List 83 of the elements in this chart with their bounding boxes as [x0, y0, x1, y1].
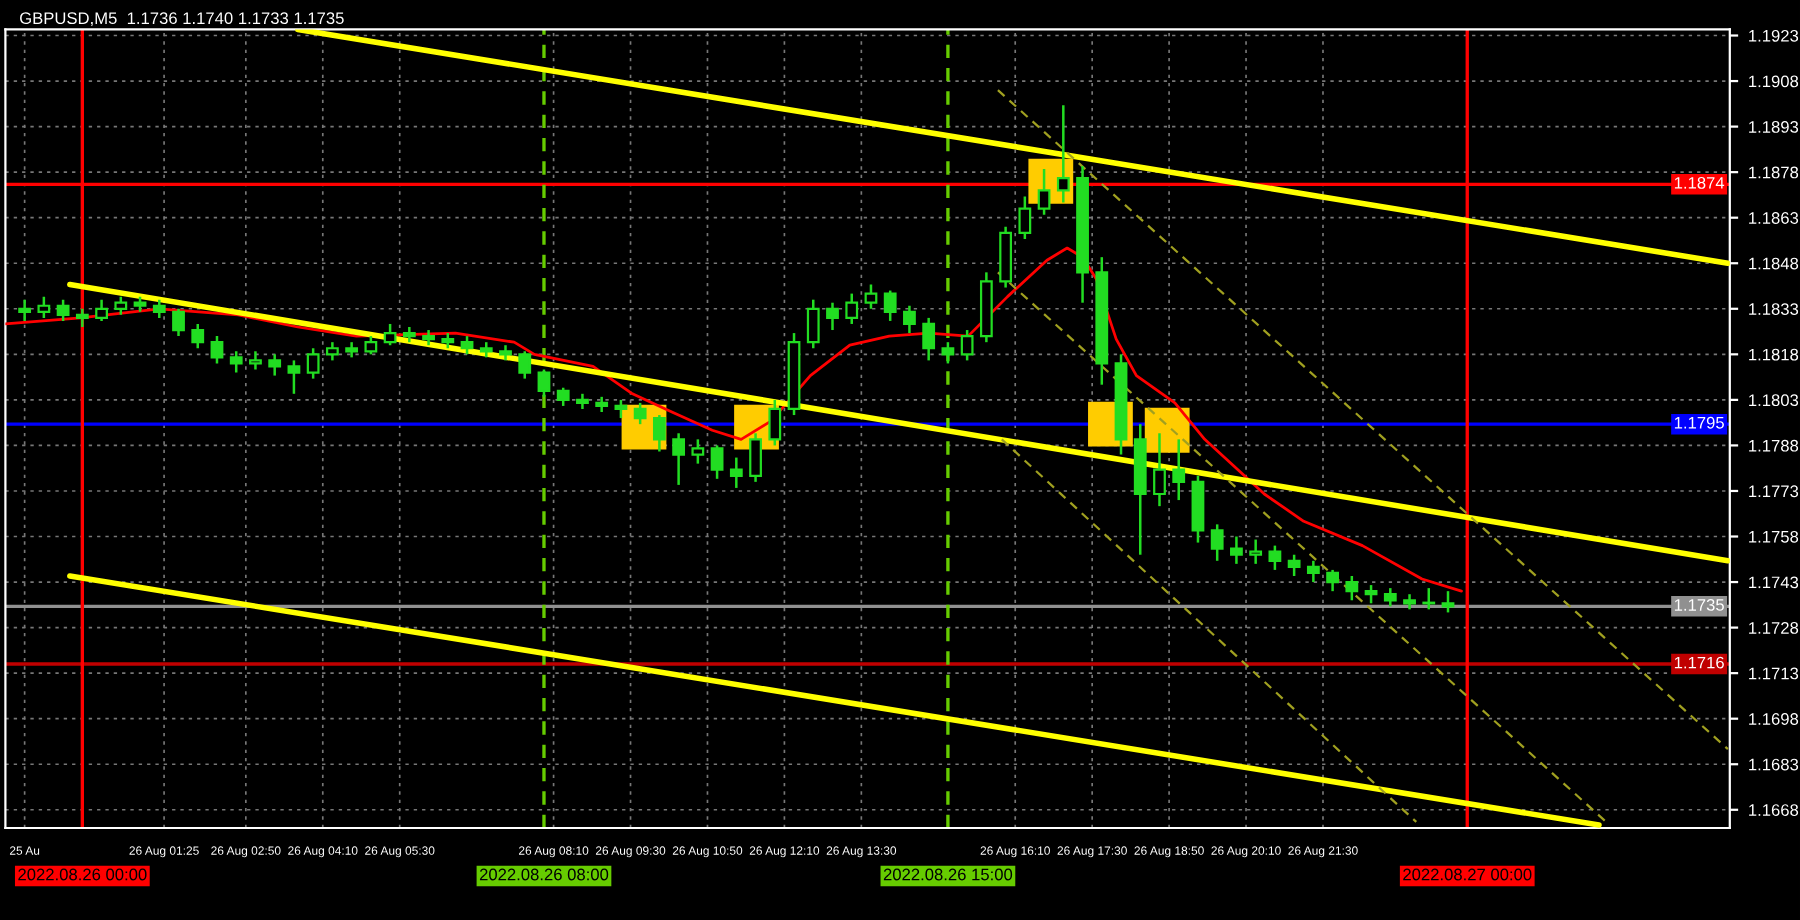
- candlestick: [518, 350, 532, 380]
- candlestick: [268, 353, 282, 377]
- candlestick: [95, 298, 108, 323]
- ref-line-label: 2022.08.26 00:00: [18, 868, 147, 881]
- ref-line-label: 1.1874: [1674, 176, 1725, 189]
- y-tick-label: 1.1683: [1749, 758, 1799, 771]
- candlestick: [768, 398, 782, 447]
- candlestick: [1210, 523, 1224, 563]
- candlestick: [229, 350, 243, 374]
- y-tick-label: 1.1788: [1749, 439, 1799, 452]
- y-tick-label: 1.1728: [1749, 622, 1799, 634]
- candlestick: [537, 368, 551, 399]
- y-tick-label: 1.1848: [1749, 257, 1799, 270]
- candlestick: [1268, 544, 1282, 572]
- candlestick: [56, 298, 70, 323]
- chart-title: GBPUSD,M5 1.1736 1.1740 1.1733 1.1735: [20, 12, 344, 27]
- candlestick: [460, 334, 474, 356]
- ref-line-label: 2022.08.26 08:00: [479, 868, 609, 881]
- candlestick: [633, 401, 647, 426]
- candlestick: [191, 322, 205, 350]
- ref-line-label: 2022.08.27 00:00: [1403, 868, 1532, 881]
- candlestick: [1441, 589, 1455, 614]
- y-tick-label: 1.1833: [1749, 303, 1799, 315]
- candlestick: [652, 413, 666, 453]
- candlestick: [845, 292, 859, 326]
- candlestick: [152, 298, 166, 320]
- y-tick-label: 1.1743: [1749, 576, 1799, 589]
- candlestick: [1172, 438, 1186, 502]
- candlestick: [749, 432, 762, 484]
- candlestick: [960, 328, 974, 362]
- candlestick: [1326, 568, 1339, 593]
- candlestick: [249, 350, 262, 371]
- y-tick-label: 1.1803: [1749, 394, 1799, 407]
- candlestick: [729, 456, 743, 490]
- candlestick: [922, 316, 936, 362]
- candlestick: [864, 283, 878, 311]
- candlestick: [75, 307, 89, 329]
- candlestick: [383, 322, 397, 347]
- candlestick: [1249, 538, 1263, 566]
- y-tick-label: 1.1863: [1749, 212, 1799, 224]
- candlestick: [37, 295, 51, 320]
- candlestick: [287, 359, 301, 396]
- y-tick-label: 1.1908: [1749, 75, 1799, 88]
- candlestick: [691, 438, 705, 465]
- candlestick: [614, 398, 628, 420]
- ref-line-label: 2022.08.26 15:00: [883, 868, 1013, 881]
- y-tick-label: 1.1773: [1749, 485, 1799, 498]
- y-tick-label: 1.1878: [1749, 166, 1799, 179]
- y-tick-label: 1.1818: [1749, 348, 1799, 361]
- candlestick: [1287, 553, 1301, 578]
- candlestick: [1230, 535, 1243, 566]
- candlestick: [1153, 432, 1166, 508]
- candlestick: [210, 334, 224, 365]
- candlestick: [114, 295, 128, 317]
- y-tick-label: 1.1713: [1749, 667, 1799, 680]
- ref-line-label: 1.1735: [1674, 599, 1724, 611]
- candlestick: [172, 307, 185, 338]
- candlestick: [325, 340, 339, 362]
- y-tick-label: 1.1758: [1749, 530, 1799, 543]
- candlestick: [826, 301, 839, 332]
- candlestick: [556, 386, 570, 408]
- ref-line-label: 1.1716: [1674, 656, 1724, 669]
- candlestick: [1345, 574, 1359, 602]
- candlestick: [941, 340, 955, 365]
- candlestick: [306, 347, 320, 380]
- candlestick: [364, 334, 378, 356]
- candlestick: [883, 289, 897, 323]
- candlestick: [710, 444, 724, 481]
- candlestick: [806, 298, 820, 350]
- y-tick-label: 1.1668: [1749, 804, 1799, 816]
- candlestick: [1383, 586, 1397, 608]
- candlestick: [1306, 559, 1320, 584]
- candlestick: [903, 304, 916, 335]
- candlestick: [1018, 195, 1032, 241]
- y-tick-label: 1.1698: [1749, 713, 1799, 725]
- ref-line-label: 1.1795: [1674, 416, 1724, 429]
- y-tick-label: 1.1923: [1749, 29, 1799, 42]
- candlestick: [1364, 583, 1378, 605]
- y-tick-label: 1.1893: [1749, 121, 1799, 133]
- candlestick: [672, 432, 686, 487]
- candlestick: [18, 298, 32, 323]
- candlestick: [1056, 104, 1070, 204]
- candlestick: [1037, 167, 1051, 216]
